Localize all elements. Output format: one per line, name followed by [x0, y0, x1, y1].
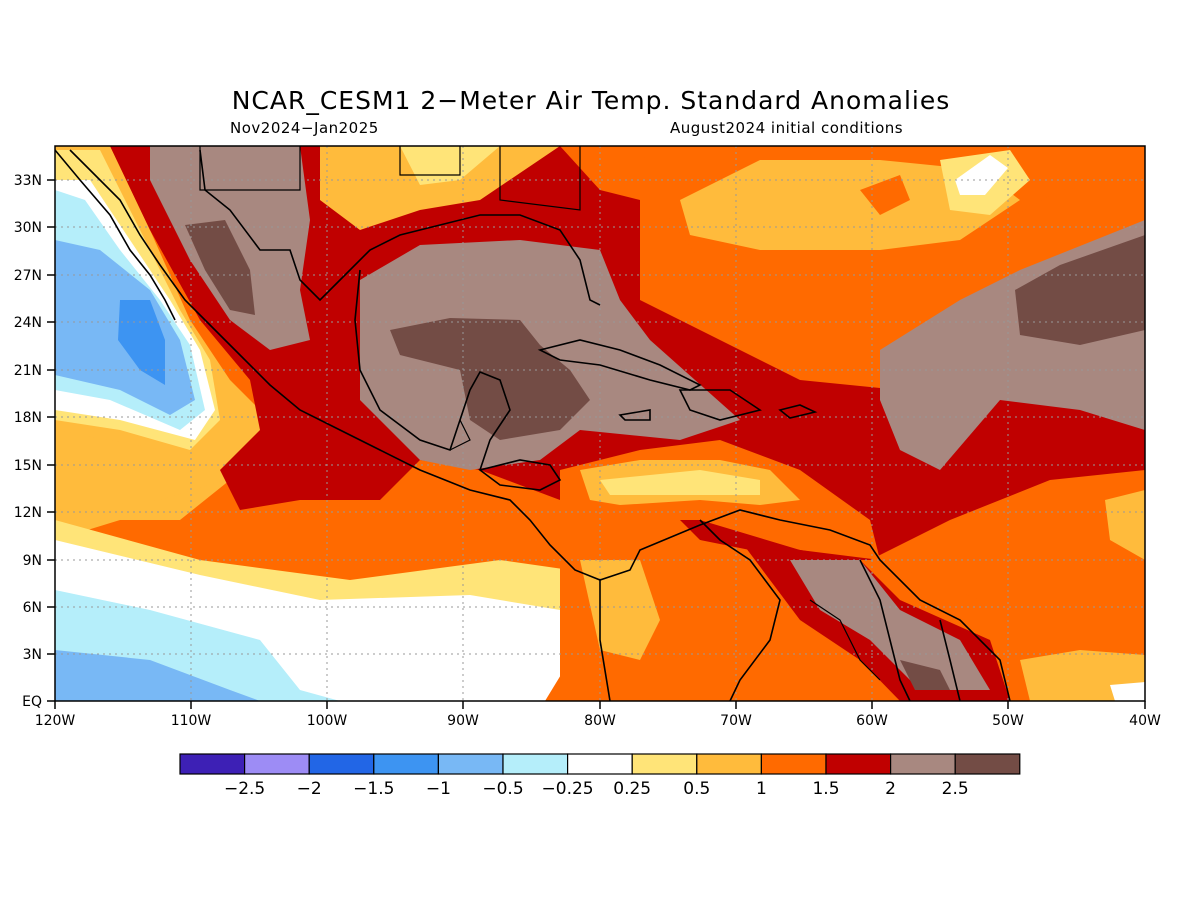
colorbar-label: 0.5 — [683, 779, 710, 799]
lon-label: 50W — [992, 713, 1024, 729]
lat-label: EQ — [22, 694, 42, 710]
colorbar-label: 2.5 — [942, 779, 969, 799]
colorbar-label: −0.25 — [542, 779, 594, 799]
colorbar-swatch — [308, 753, 375, 775]
lat-label: 9N — [23, 553, 42, 569]
longitude-labels: 120W 110W 100W 90W 80W 70W 60W 50W 40W — [35, 713, 1161, 729]
colorbar-swatch — [631, 753, 698, 775]
lon-label: 70W — [720, 713, 752, 729]
borders — [199, 146, 881, 681]
colorbar-swatch — [179, 753, 246, 775]
lon-label: 60W — [856, 713, 888, 729]
colorbar-label: 1 — [756, 779, 767, 799]
colorbar-swatch — [502, 753, 569, 775]
lat-label: 24N — [14, 315, 42, 331]
lat-label: 3N — [23, 647, 42, 663]
colorbar-swatch — [437, 753, 504, 775]
initial-conditions: August2024 initial conditions — [670, 119, 904, 137]
lat-label: 21N — [14, 363, 42, 379]
colorbar-label: 1.5 — [812, 779, 839, 799]
lon-label: 120W — [35, 713, 76, 729]
map-title: NCAR_CESM1 2−Meter Air Temp. Standard An… — [231, 86, 951, 115]
colorbar-label: −2.5 — [224, 779, 265, 799]
lon-label: 80W — [584, 713, 616, 729]
colorbar-swatch — [373, 753, 439, 775]
colorbar-swatch — [825, 753, 892, 775]
lat-label: 27N — [14, 268, 42, 284]
colorbar-swatch — [889, 753, 956, 775]
colorbar-label: −1 — [426, 779, 451, 799]
forecast-period: Nov2024−Jan2025 — [230, 119, 379, 137]
lat-label: 30N — [14, 220, 42, 236]
lon-label: 110W — [171, 713, 212, 729]
lat-label: 12N — [14, 505, 42, 521]
coastlines — [55, 149, 1011, 701]
colorbar-swatch — [954, 753, 1021, 775]
lat-label: 33N — [14, 173, 42, 189]
colorbar-swatch — [696, 753, 762, 775]
colorbar-label: −1.5 — [353, 779, 394, 799]
colorbar-label: −2 — [297, 779, 322, 799]
colorbar-swatch — [244, 753, 310, 775]
colorbar-swatch — [566, 753, 633, 775]
colorbar-label: 0.25 — [613, 779, 651, 799]
colorbar-label: 2 — [885, 779, 896, 799]
lon-label: 40W — [1129, 713, 1161, 729]
lon-label: 90W — [447, 713, 479, 729]
colorbar-label: −0.5 — [482, 779, 523, 799]
lat-label: 15N — [14, 458, 42, 474]
latitude-labels: EQ 3N 6N 9N 12N 15N 18N 21N 24N 27N 30N … — [14, 173, 42, 710]
lat-label: 18N — [14, 410, 42, 426]
colorbar — [179, 753, 1021, 775]
lon-label: 100W — [307, 713, 348, 729]
anomaly-field — [55, 146, 1145, 701]
colorbar-swatch — [760, 753, 827, 775]
lat-label: 6N — [23, 600, 42, 616]
colorbar-labels: −2.5 −2 −1.5 −1 −0.5 −0.25 0.25 0.5 1 1.5 2 2.5 — [224, 779, 969, 799]
